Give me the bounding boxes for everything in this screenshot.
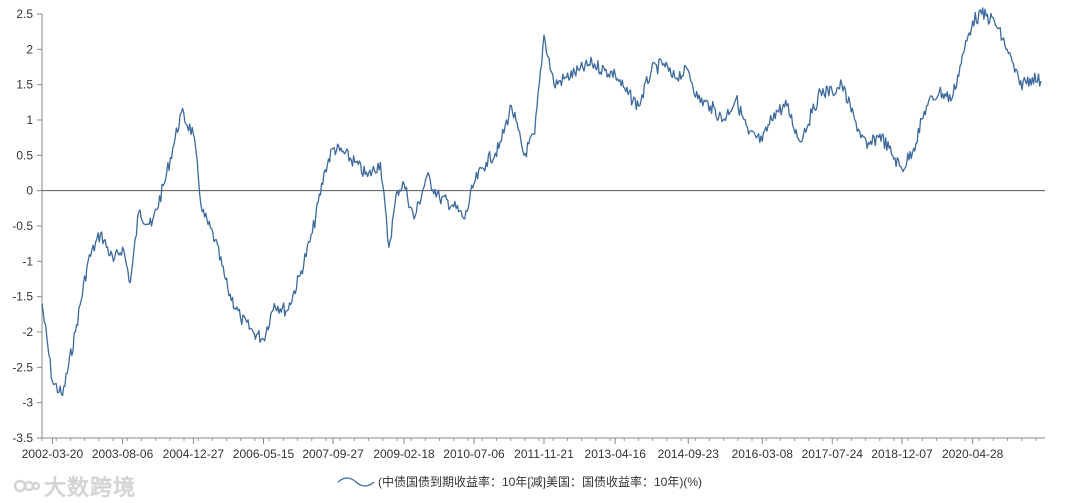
x-tick-label: 2020-04-28 — [942, 447, 1004, 461]
plot-area — [41, 7, 1042, 397]
x-tick-label: 2009-02-18 — [373, 447, 435, 461]
watermark-text: 大数跨境 — [44, 476, 137, 501]
x-tick-label: 2010-07-06 — [443, 447, 505, 461]
x-tick-label: 2018-12-07 — [871, 447, 933, 461]
y-tick-label: 0.5 — [16, 148, 33, 162]
y-tick-label: 0 — [26, 184, 33, 198]
x-tick-label: 2013-04-16 — [585, 447, 647, 461]
y-tick-label: -0.5 — [12, 219, 33, 233]
series-line — [41, 7, 1042, 397]
legend: (中债国债到期收益率：10年[减]美国：国债收益率：10年)(%) — [337, 474, 702, 489]
y-tick-label: -3.5 — [12, 431, 33, 445]
x-tick-label: 2014-09-23 — [658, 447, 720, 461]
y-tick-label: -3 — [22, 396, 33, 410]
x-tick-label: 2006-05-15 — [233, 447, 295, 461]
x-tick-label: 2004-12-27 — [163, 447, 225, 461]
x-tick-label: 2002-03-20 — [22, 447, 84, 461]
y-tick-label: 2.5 — [16, 7, 33, 21]
x-tick-label: 2007-09-27 — [302, 447, 364, 461]
x-tick-label: 2003-08-06 — [92, 447, 154, 461]
y-tick-label: 1 — [26, 113, 33, 127]
y-tick-label: 2 — [26, 42, 33, 56]
y-tick-label: 1.5 — [16, 78, 33, 92]
y-tick-label: -1.5 — [12, 290, 33, 304]
watermark: 大数跨境 — [14, 470, 136, 502]
y-tick-label: -2 — [22, 325, 33, 339]
watermark-logo-icon — [14, 479, 40, 493]
x-tick-label: 2016-03-08 — [732, 447, 794, 461]
y-tick-label: -2.5 — [12, 360, 33, 374]
y-axis: 2.5 2 1.5 1 0.5 0 -0.5 -1 -1.5 -2 -2.5 -3 -3.5 — [12, 7, 43, 445]
x-tick-label: 2011-11-21 — [514, 447, 574, 461]
x-tick-label: 2017-07-24 — [802, 447, 864, 461]
legend-swatch — [337, 477, 375, 487]
y-tick-label: -1 — [22, 254, 33, 268]
legend-label: (中债国债到期收益率：10年[减]美国：国债收益率：10年)(%) — [378, 474, 702, 489]
x-axis: 2002-03-20 2003-08-06 2004-12-27 2006-05-15… — [22, 437, 1045, 461]
